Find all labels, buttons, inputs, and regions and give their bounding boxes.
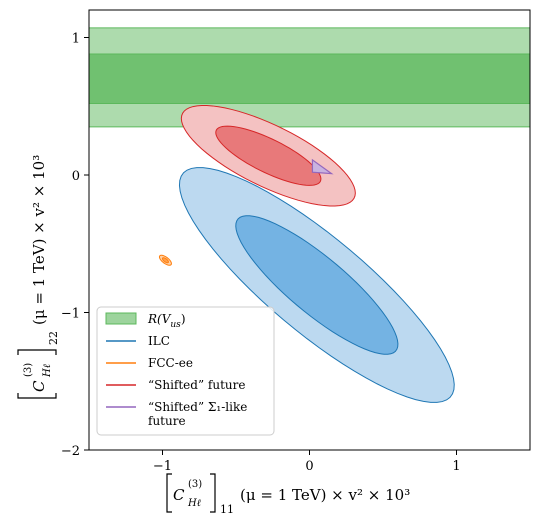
axis-ticks: −1 0 1 −2 −1 0 1 xyxy=(61,32,461,475)
band-inner xyxy=(89,53,530,104)
x-label-superscript: (3) xyxy=(188,479,202,490)
y-tick-label: −2 xyxy=(61,444,80,459)
x-tick-label: −1 xyxy=(153,459,172,474)
ilc-inner-contour xyxy=(235,215,399,355)
legend-swatch xyxy=(105,312,137,325)
x-label-symbol: C xyxy=(173,486,185,504)
y-label-right-bracket xyxy=(17,349,57,355)
x-label-outer-subscript: 11 xyxy=(220,503,234,516)
y-axis-label: C (3) Hℓ 22 (μ = 1 TeV) × v² × 10³ xyxy=(17,155,60,399)
x-tick-label: 0 xyxy=(305,459,313,474)
legend-label: future xyxy=(148,414,186,428)
x-label-left-bracket xyxy=(166,473,172,513)
x-axis-label: C (3) Hℓ 11 (μ = 1 TeV) × v² × 10³ xyxy=(166,473,410,516)
y-label-tail: (μ = 1 TeV) × v² × 10³ xyxy=(30,155,48,325)
x-tick-label: 1 xyxy=(452,459,460,474)
shifted-future-inner-contour xyxy=(215,125,322,186)
y-tick-label: 0 xyxy=(72,169,80,184)
legend-item: R(Vus) xyxy=(105,312,186,330)
y-tick-label: −1 xyxy=(61,307,80,322)
legend-item: “Shifted” future xyxy=(106,378,245,392)
legend-label: R(Vus) xyxy=(147,312,186,330)
legend-label: “Shifted” Σ₁-like xyxy=(148,400,247,414)
plot-area xyxy=(89,27,530,403)
fcc-ee-inner-contour xyxy=(161,257,169,264)
legend-label: FCC-ee xyxy=(148,356,193,370)
x-label-subscript: Hℓ xyxy=(187,498,201,509)
y-label-subscript: Hℓ xyxy=(42,364,53,378)
legend-label: ILC xyxy=(148,334,170,348)
y-label-symbol: C xyxy=(30,380,48,392)
legend-item: ILC xyxy=(106,334,170,348)
y-tick-label: 1 xyxy=(72,32,80,47)
sigma1-like-contour xyxy=(311,158,334,175)
y-label-superscript: (3) xyxy=(23,363,34,377)
legend: R(Vus) ILC FCC-ee “Shifted” future “Shifted”… xyxy=(96,306,275,436)
y-label-left-bracket xyxy=(17,393,57,399)
legend-label: “Shifted” future xyxy=(148,378,245,392)
legend-item: FCC-ee xyxy=(106,356,193,370)
x-label-right-bracket xyxy=(210,473,216,513)
x-label-tail: (μ = 1 TeV) × v² × 10³ xyxy=(240,486,410,504)
legend-box xyxy=(96,306,275,436)
y-label-outer-subscript: 22 xyxy=(47,331,60,345)
